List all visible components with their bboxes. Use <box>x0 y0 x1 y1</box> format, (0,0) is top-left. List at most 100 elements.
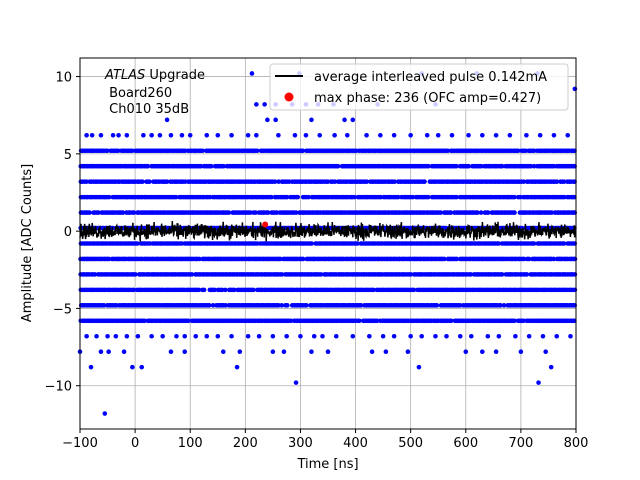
sample-point <box>254 148 260 154</box>
sample-point <box>358 303 364 308</box>
sample-point <box>512 318 517 324</box>
sample-point <box>277 256 283 262</box>
sample-point <box>416 364 422 370</box>
sample-point <box>124 333 130 339</box>
sample-point <box>445 148 451 154</box>
sample-point <box>561 179 567 184</box>
sample-point <box>422 179 427 184</box>
sample-point <box>98 132 104 138</box>
sample-point <box>293 380 299 385</box>
sample-point <box>265 117 270 123</box>
sample-point <box>292 132 298 138</box>
y-tick-label: 5 <box>64 148 72 163</box>
sample-point <box>311 333 317 339</box>
sample-point <box>237 349 243 355</box>
sample-point <box>543 349 548 355</box>
y-tick-label: 0 <box>64 225 72 240</box>
sample-point <box>121 349 127 355</box>
sample-point <box>113 333 119 339</box>
sample-point <box>410 194 416 200</box>
sample-point <box>276 179 281 184</box>
sample-point <box>104 148 110 154</box>
sample-point <box>466 132 471 138</box>
sample-point <box>249 71 255 76</box>
sample-point <box>131 287 137 293</box>
sample-point <box>425 194 431 200</box>
sample-point <box>269 194 274 200</box>
legend-marker-swatch <box>284 92 294 102</box>
max-phase-marker <box>262 221 269 228</box>
sample-point <box>215 132 221 138</box>
sample-point <box>196 287 202 293</box>
sample-point <box>279 272 285 277</box>
sample-point <box>276 303 281 308</box>
sample-point <box>391 132 397 138</box>
sample-point <box>325 349 331 355</box>
sample-point <box>426 163 431 169</box>
sample-point <box>179 132 185 138</box>
sample-point <box>480 349 485 355</box>
sample-point <box>303 132 309 138</box>
sample-point <box>332 132 337 138</box>
sample-point <box>101 303 107 308</box>
sample-point <box>392 179 397 184</box>
sample-point <box>454 256 460 262</box>
sample-point <box>333 333 339 339</box>
sample-point <box>272 179 278 184</box>
sample-point <box>350 333 356 339</box>
sample-point <box>572 287 578 293</box>
sample-point <box>197 256 202 262</box>
sample-point <box>391 333 397 339</box>
sample-point <box>193 333 199 339</box>
sample-point <box>300 256 306 262</box>
sample-point <box>562 194 567 200</box>
sample-point <box>561 241 567 246</box>
sample-point <box>84 333 89 339</box>
sample-point <box>512 210 517 215</box>
sample-point <box>254 102 259 107</box>
sample-point <box>149 333 154 339</box>
sample-point <box>293 210 299 215</box>
sample-point <box>245 333 251 339</box>
sample-point <box>210 303 216 308</box>
sample-point <box>350 117 356 123</box>
sample-point <box>499 163 505 169</box>
sample-point <box>549 210 555 215</box>
sample-point <box>306 194 311 200</box>
sample-point <box>540 333 546 339</box>
sample-point <box>304 303 309 308</box>
sample-point <box>355 241 360 246</box>
annotation-line-2: Board260 <box>105 86 172 101</box>
sample-point <box>352 194 357 200</box>
sample-point <box>273 117 278 123</box>
sample-point <box>254 132 259 138</box>
sample-point <box>493 132 499 138</box>
sample-point <box>521 256 527 262</box>
sample-point <box>478 210 484 215</box>
sample-point <box>528 163 534 169</box>
sample-point <box>478 163 484 169</box>
sample-point <box>424 132 430 138</box>
sample-point <box>521 179 527 184</box>
sample-point <box>256 333 262 339</box>
sample-point <box>232 287 237 293</box>
sample-point <box>207 194 213 200</box>
sample-point <box>300 148 306 154</box>
sample-point <box>96 210 101 215</box>
sample-point <box>174 333 179 339</box>
x-tick-label: 500 <box>398 436 423 451</box>
sample-point <box>405 349 411 355</box>
sample-point <box>548 364 554 370</box>
sample-point <box>537 132 543 138</box>
sample-point <box>187 132 193 138</box>
sample-point <box>374 318 380 324</box>
sample-point <box>554 333 560 339</box>
sample-point <box>84 132 89 138</box>
sample-point <box>212 287 217 293</box>
legend-label-average-pulse: average interleaved pulse 0.142mA <box>314 70 547 85</box>
sample-point <box>206 303 212 308</box>
sample-point <box>572 194 577 200</box>
sample-point <box>84 179 89 184</box>
sample-point <box>526 256 532 262</box>
sample-point <box>449 132 455 138</box>
